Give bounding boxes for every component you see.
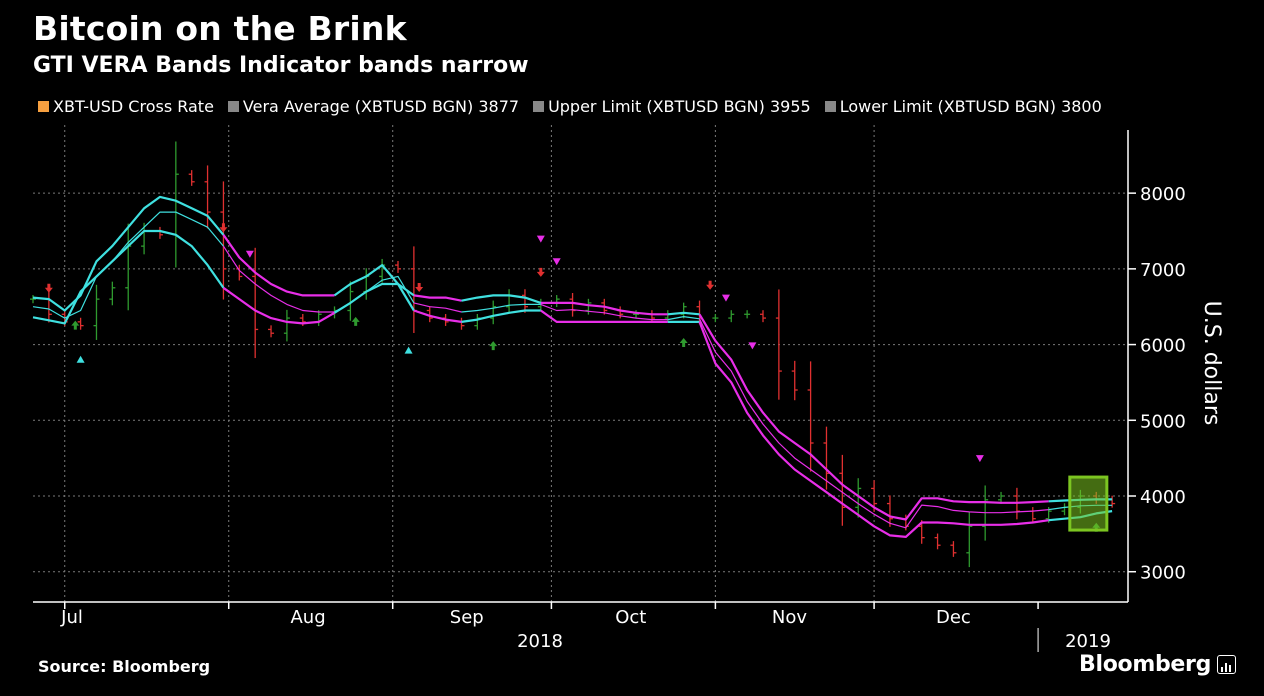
x-tick-label-5: Dec — [936, 607, 971, 628]
legend-item-rate: XBT-USD Cross Rate — [38, 97, 214, 116]
signal-buy-arrow-8 — [489, 341, 498, 351]
band-lower-limit-segment-2 — [333, 282, 415, 314]
chart-title: Bitcoin on the Brink — [33, 9, 407, 48]
signal-sell-triangle-14 — [721, 294, 730, 302]
x-tick-label-3: Oct — [615, 607, 646, 628]
band-upper-limit-segment-7 — [698, 313, 1049, 521]
band-upper-limit-segment-6 — [667, 311, 700, 316]
x-tick-label-2: Sep — [450, 607, 484, 628]
y-tick-label-0: 3000 — [1140, 563, 1186, 584]
signal-buy-arrow-1 — [71, 320, 80, 330]
legend-item-lower-limit: Lower Limit (XBTUSD BGN) 3800 — [824, 97, 1102, 116]
band-upper-limit-segment-4 — [461, 294, 542, 304]
band-vera-average-segment-3 — [413, 302, 462, 313]
band-vera-average-segment-6 — [667, 316, 700, 321]
signal-sell-arrow-3 — [219, 223, 228, 233]
y-axis-title: U.S. dollars — [1199, 301, 1224, 426]
year-label-2018: 2018 — [517, 631, 563, 652]
legend-swatch-upper-limit — [533, 101, 545, 112]
x-tick-label-4: Nov — [772, 607, 807, 628]
chart-legend: XBT-USD Cross Rate Vera Average (XBTUSD … — [38, 97, 1102, 116]
legend-swatch-rate — [38, 101, 49, 112]
x-tick-label-0: Jul — [60, 607, 83, 628]
signal-buy-triangle-2 — [76, 355, 85, 363]
band-upper-limit-segment-1 — [222, 234, 335, 297]
y-tick-label-2: 5000 — [1140, 411, 1186, 432]
band-lower-limit-segment-3 — [413, 309, 462, 323]
legend-label-vera-average: Vera Average (XBTUSD BGN) 3877 — [242, 97, 520, 116]
signal-buy-triangle-6 — [404, 346, 413, 354]
band-lower-limit-segment-1 — [222, 286, 336, 325]
y-tick-label-1: 4000 — [1140, 487, 1186, 508]
legend-swatch-vera-average — [227, 101, 239, 112]
band-lower-limit-segment-5 — [540, 309, 668, 323]
band-vera-average-segment-0 — [32, 211, 224, 319]
legend-item-upper-limit: Upper Limit (XBTUSD BGN) 3955 — [533, 97, 811, 116]
band-vera-average-segment-4 — [461, 303, 541, 313]
signal-sell-arrow-13 — [706, 280, 715, 290]
band-vera-average-segment-7 — [698, 318, 1049, 529]
band-lower-limit-segment-0 — [32, 229, 225, 325]
source-note: Source: Bloomberg — [38, 657, 211, 676]
signal-sell-triangle-16 — [975, 455, 984, 463]
signal-sell-triangle-15 — [748, 342, 757, 350]
signal-sell-arrow-0 — [44, 283, 53, 293]
band-upper-limit-segment-3 — [413, 294, 462, 302]
year-label-2019: 2019 — [1065, 631, 1111, 652]
signal-sell-triangle-4 — [245, 250, 254, 258]
legend-label-rate: XBT-USD Cross Rate — [53, 97, 214, 116]
signal-sell-triangle-9 — [536, 235, 545, 243]
band-upper-limit-segment-5 — [540, 301, 668, 316]
legend-label-upper-limit: Upper Limit (XBTUSD BGN) 3955 — [548, 97, 811, 116]
signal-sell-arrow-10 — [536, 267, 545, 277]
highlight-box — [1068, 475, 1109, 532]
band-lower-limit-segment-7 — [698, 321, 1049, 538]
signal-sell-triangle-11 — [552, 258, 561, 266]
signal-buy-arrow-5 — [351, 316, 360, 326]
band-vera-average-segment-1 — [222, 245, 335, 313]
signal-sell-arrow-7 — [415, 283, 424, 293]
y-tick-label-4: 7000 — [1140, 260, 1186, 281]
band-upper-limit-segment-0 — [32, 195, 225, 312]
y-tick-label-5: 8000 — [1140, 184, 1186, 205]
terminal-icon — [1217, 655, 1237, 674]
legend-label-lower-limit: Lower Limit (XBTUSD BGN) 3800 — [839, 97, 1102, 116]
x-tick-label-1: Aug — [290, 607, 325, 628]
chart-subtitle: GTI VERA Bands Indicator bands narrow — [33, 53, 529, 78]
signal-buy-arrow-12 — [679, 338, 688, 348]
legend-swatch-lower-limit — [824, 101, 836, 112]
legend-item-vera-average: Vera Average (XBTUSD BGN) 3877 — [227, 97, 520, 116]
y-tick-label-3: 6000 — [1140, 336, 1186, 357]
band-vera-average-segment-5 — [540, 303, 668, 321]
band-lower-limit-segment-4 — [461, 309, 541, 323]
brand-logo: Bloomberg — [1079, 652, 1237, 677]
band-upper-limit-segment-2 — [333, 264, 415, 297]
terminal-icon-glyph — [1221, 663, 1232, 672]
brand-name: Bloomberg — [1079, 652, 1212, 677]
